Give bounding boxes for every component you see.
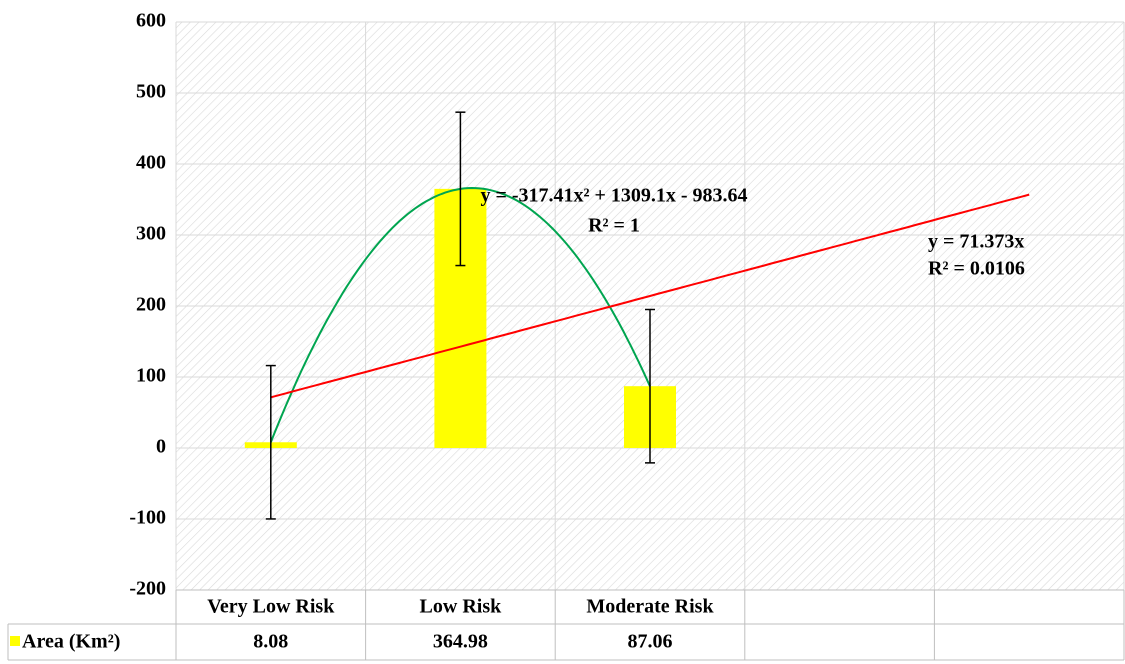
x-tick-label: Low Risk [420,596,503,618]
x-tick-label: Moderate Risk [586,596,714,618]
table-value: 364.98 [433,631,488,653]
table-value: 8.08 [253,631,288,653]
legend-label: Area (Km²) [22,631,120,653]
trendline-equation: y = 71.373x [928,231,1024,253]
trendline [270,193,1030,399]
y-tick-label: 0 [156,436,166,458]
y-tick-label: 300 [136,223,166,245]
y-tick-label: 500 [136,81,166,103]
y-tick-label: 400 [136,152,166,174]
y-tick-label: 200 [136,294,166,316]
trendline-r2: R² = 1 [588,215,640,237]
y-tick-label: 100 [136,365,166,387]
table-value: 87.06 [628,631,673,653]
x-tick-label: Very Low Risk [207,596,335,618]
legend-key [10,636,20,646]
y-tick-label: 600 [136,10,166,32]
trendline-equation: y = -317.41x² + 1309.1x - 983.64 [480,185,747,207]
y-tick-label: -200 [129,578,166,600]
trendline-r2: R² = 0.0106 [928,258,1025,280]
y-tick-label: -100 [129,507,166,529]
